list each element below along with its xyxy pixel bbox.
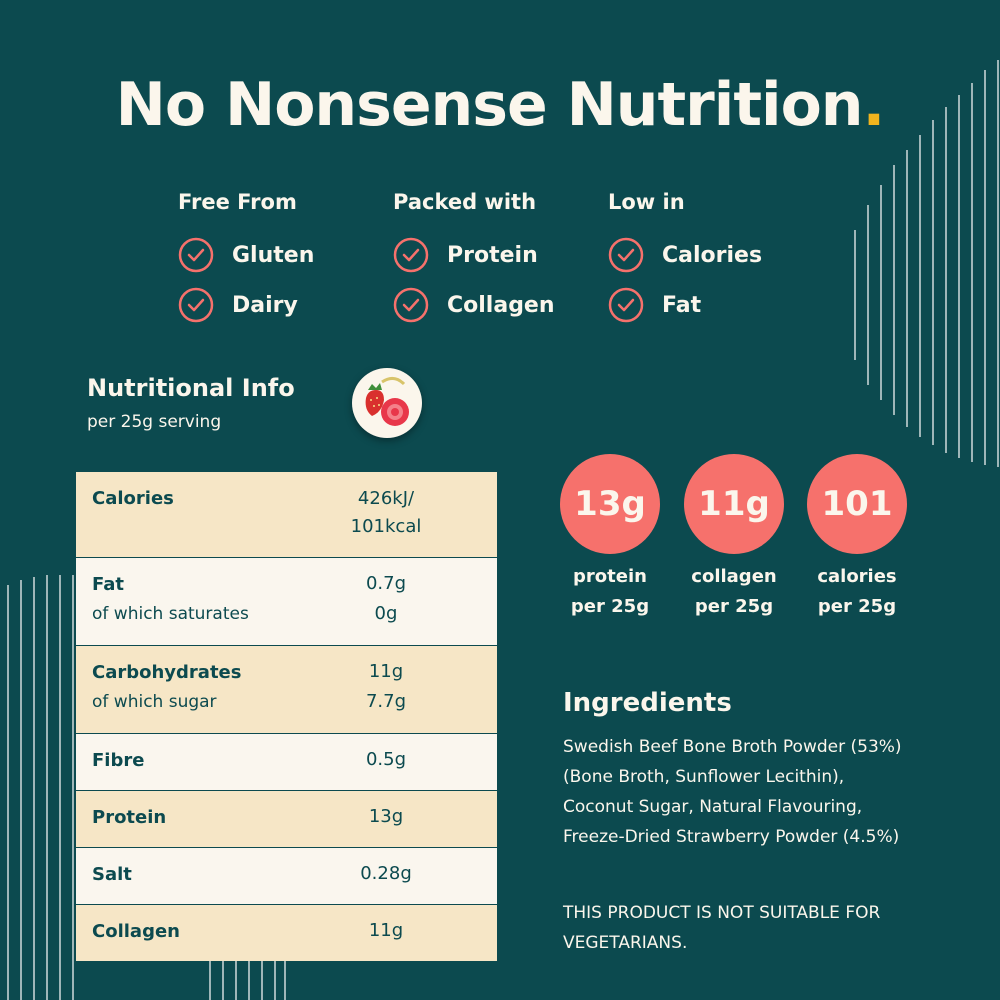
warning-line: THIS PRODUCT IS NOT SUITABLE FOR [563, 903, 881, 923]
list-item: Gluten [178, 236, 314, 274]
item-label: Fat [662, 292, 702, 318]
row-value: 0.5g [365, 749, 407, 770]
check-circle-icon [393, 287, 429, 323]
item-label: Protein [447, 242, 538, 268]
column-packed-with: Packed with Protein Collagen [393, 190, 555, 336]
ingredients-line: Swedish Beef Bone Broth Powder (53%) [563, 737, 902, 757]
stat-caption-line1: protein [573, 566, 647, 587]
row-name: Protein [92, 807, 167, 828]
table-row: Fibre 0.5g [76, 734, 497, 791]
check-circle-icon [608, 287, 644, 323]
row-value-2: 101kcal [350, 516, 422, 537]
ingredients-text: Swedish Beef Bone Broth Powder (53%) (Bo… [563, 732, 983, 852]
ingredients-line: Coconut Sugar, Natural Flavouring, [563, 797, 863, 817]
list-item: Collagen [393, 286, 555, 324]
item-label: Dairy [232, 292, 298, 318]
item-label: Collagen [447, 292, 555, 318]
strawberry-badge [352, 368, 422, 438]
decorative-stripes-top-right [854, 60, 999, 467]
table-row: Collagen 11g [76, 905, 497, 961]
row-value: 11g [368, 920, 404, 941]
row-sub-name: of which saturates [92, 604, 249, 624]
row-name: Calories [92, 488, 174, 509]
row-value: 426kJ/ [357, 488, 415, 509]
stat-caption-line2: per 25g [694, 596, 774, 617]
row-value: 0.7g [365, 573, 407, 594]
nutrition-table: Calories 426kJ/ 101kcal Fat of which sat… [76, 472, 497, 961]
stat-circle: 11g [684, 454, 784, 554]
stat-collagen: 11g collagen per 25g [664, 454, 804, 622]
row-value: 13g [368, 806, 404, 827]
row-name: Fat [92, 574, 124, 595]
list-item: Calories [608, 236, 762, 274]
stat-circle: 101 [807, 454, 907, 554]
nutritional-info-subtitle: per 25g serving [87, 412, 222, 432]
warning-line: VEGETARIANS. [563, 933, 688, 953]
list-item: Fat [608, 286, 762, 324]
table-row: Carbohydrates of which sugar 11g 7.7g [76, 646, 497, 734]
row-name: Salt [92, 864, 132, 885]
check-circle-icon [178, 237, 214, 273]
vegetarian-warning: THIS PRODUCT IS NOT SUITABLE FOR VEGETAR… [563, 898, 963, 958]
stat-calories: 101 calories per 25g [787, 454, 927, 622]
stat-caption: protein per 25g [540, 562, 680, 622]
stat-caption: calories per 25g [787, 562, 927, 622]
row-name: Collagen [92, 921, 180, 942]
column-heading: Packed with [393, 190, 537, 214]
stat-caption-line1: calories [817, 566, 897, 587]
stat-caption-line2: per 25g [570, 596, 650, 617]
row-value: 0.28g [360, 863, 412, 884]
nutritional-info-title: Nutritional Info [87, 374, 295, 402]
check-circle-icon [608, 237, 644, 273]
table-row: Protein 13g [76, 791, 497, 848]
table-row: Salt 0.28g [76, 848, 497, 905]
check-circle-icon [393, 237, 429, 273]
column-heading: Free From [178, 190, 297, 214]
stat-circle: 13g [560, 454, 660, 554]
ingredients-line: (Bone Broth, Sunflower Lecithin), [563, 767, 845, 787]
table-row: Calories 426kJ/ 101kcal [76, 472, 497, 558]
row-sub-value: 7.7g [365, 691, 407, 712]
row-sub-name: of which sugar [92, 692, 217, 712]
page-title: No Nonsense Nutrition. [0, 70, 1000, 140]
row-name: Carbohydrates [92, 662, 242, 683]
stat-caption-line2: per 25g [817, 596, 897, 617]
title-dot: . [862, 70, 886, 140]
row-sub-value: 0g [374, 603, 398, 624]
ingredients-title: Ingredients [563, 688, 732, 718]
row-value: 11g [368, 661, 404, 682]
table-row: Fat of which saturates 0.7g 0g [76, 558, 497, 646]
stat-caption-line1: collagen [691, 566, 777, 587]
column-free-from: Free From Gluten Dairy [178, 190, 314, 336]
item-label: Gluten [232, 242, 315, 268]
stat-protein: 13g protein per 25g [540, 454, 680, 622]
column-heading: Low in [608, 190, 685, 214]
stat-caption: collagen per 25g [664, 562, 804, 622]
ingredients-line: Freeze-Dried Strawberry Powder (4.5%) [563, 827, 900, 847]
row-name: Fibre [92, 750, 145, 771]
check-circle-icon [178, 287, 214, 323]
page-title-text: No Nonsense Nutrition [115, 70, 864, 140]
column-low-in: Low in Calories Fat [608, 190, 762, 336]
item-label: Calories [662, 242, 763, 268]
strawberry-icon [365, 377, 409, 426]
list-item: Protein [393, 236, 555, 274]
list-item: Dairy [178, 286, 314, 324]
